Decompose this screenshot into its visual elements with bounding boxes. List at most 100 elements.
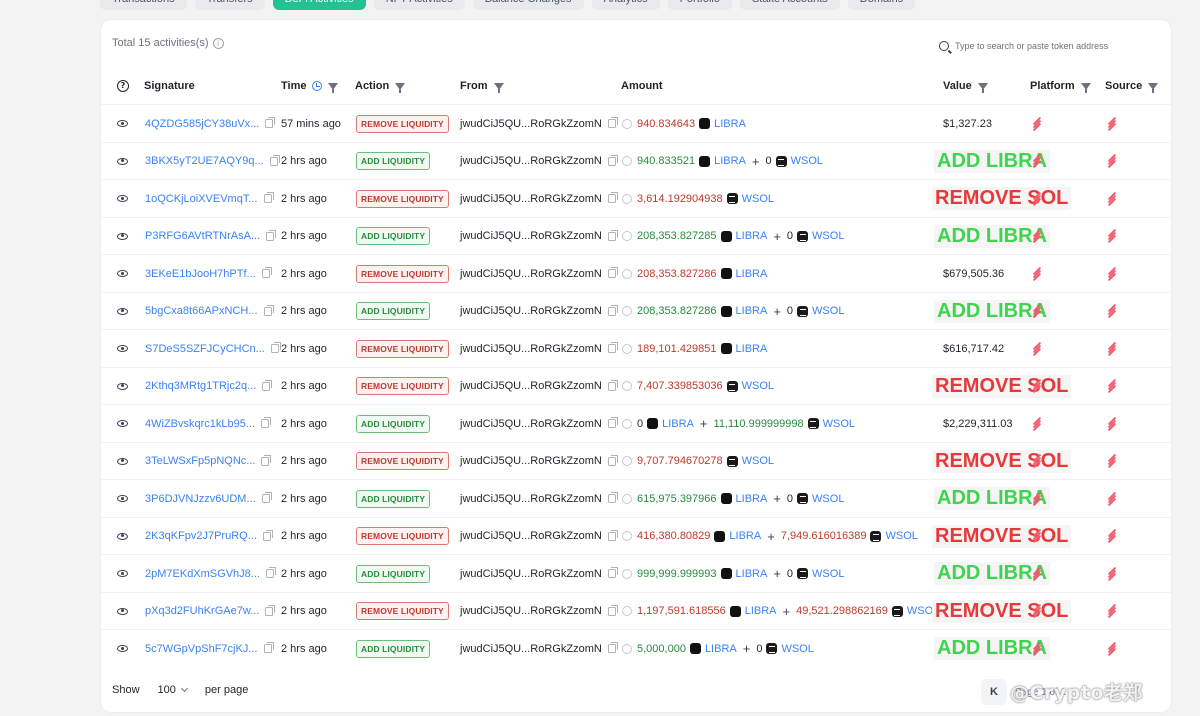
signature-link[interactable]: 4WiZBvskqrc1kLb95... — [145, 417, 256, 430]
column-help[interactable]: ? — [117, 68, 129, 104]
eye-icon[interactable] — [117, 607, 128, 615]
copy-icon[interactable] — [607, 304, 618, 316]
eye-icon[interactable] — [117, 307, 128, 315]
platform-icon[interactable] — [1031, 454, 1043, 469]
token-2-link[interactable]: WSOL — [885, 530, 918, 543]
source-icon[interactable] — [1106, 341, 1118, 356]
copy-icon[interactable] — [607, 567, 618, 579]
tab-nft-activities[interactable]: NFT Activities — [373, 0, 465, 10]
tab-domains[interactable]: Domains — [847, 0, 916, 10]
eye-icon[interactable] — [117, 420, 128, 428]
help-icon[interactable]: ? — [117, 80, 129, 92]
from-address[interactable]: jwudCiJ5QU...RoRGkZzomN — [460, 567, 602, 580]
copy-icon[interactable] — [607, 454, 618, 466]
token-1-link[interactable]: LIBRA — [729, 530, 762, 543]
token-1-link[interactable]: LIBRA — [714, 155, 746, 168]
from-address[interactable]: jwudCiJ5QU...RoRGkZzomN — [460, 380, 602, 393]
token-1-link[interactable]: LIBRA — [735, 492, 768, 505]
from-address[interactable]: jwudCiJ5QU...RoRGkZzomN — [460, 530, 602, 543]
copy-icon[interactable] — [262, 379, 273, 391]
signature-link[interactable]: 5c7WGpVpShF7cjKJ... — [145, 642, 258, 655]
platform-icon[interactable] — [1031, 379, 1043, 394]
token-2-link[interactable]: WSOL — [822, 417, 856, 430]
copy-icon[interactable] — [263, 192, 274, 204]
filter-icon[interactable] — [395, 82, 406, 93]
token-1-link[interactable]: LIBRA — [735, 230, 768, 243]
signature-link[interactable]: 2K3qKFpv2J7PruRQ... — [145, 530, 257, 543]
eye-icon[interactable] — [117, 345, 128, 353]
token-2-link[interactable]: WSOL — [812, 305, 845, 318]
eye-icon[interactable] — [117, 157, 128, 165]
copy-icon[interactable] — [263, 642, 274, 654]
copy-icon[interactable] — [607, 492, 618, 504]
platform-icon[interactable] — [1031, 491, 1043, 506]
platform-icon[interactable] — [1031, 604, 1043, 619]
copy-icon[interactable] — [265, 567, 276, 579]
signature-link[interactable]: 2Kthq3MRtg1TRjc2q... — [145, 380, 257, 393]
token-1-link[interactable]: LIBRA — [662, 417, 694, 430]
eye-icon[interactable] — [117, 195, 128, 203]
tab-analytics[interactable]: Analytics — [591, 0, 660, 10]
token-1-link[interactable]: LIBRA — [735, 267, 768, 280]
tab-defi-activities[interactable]: DeFi Activities — [272, 0, 366, 10]
eye-icon[interactable] — [117, 532, 128, 540]
from-address[interactable]: jwudCiJ5QU...RoRGkZzomN — [460, 455, 602, 468]
platform-icon[interactable] — [1031, 116, 1043, 131]
token-2-link[interactable]: WSOL — [812, 567, 845, 580]
search-input[interactable] — [955, 41, 1135, 51]
from-address[interactable]: jwudCiJ5QU...RoRGkZzomN — [460, 492, 602, 505]
copy-icon[interactable] — [266, 229, 277, 241]
from-address[interactable]: jwudCiJ5QU...RoRGkZzomN — [460, 342, 602, 355]
token-1-link[interactable]: LIBRA — [714, 117, 746, 130]
copy-icon[interactable] — [607, 267, 618, 279]
eye-icon[interactable] — [117, 645, 128, 653]
filter-icon[interactable] — [328, 82, 339, 93]
token-2-link[interactable]: WSOL — [781, 642, 814, 655]
filter-icon[interactable] — [977, 82, 988, 93]
tab-transfers[interactable]: Transfers — [194, 0, 265, 10]
source-icon[interactable] — [1106, 191, 1118, 206]
tab-transactions[interactable]: Transactions — [100, 0, 187, 10]
tab-portfolio[interactable]: Portfolio — [667, 0, 732, 10]
eye-icon[interactable] — [117, 232, 128, 240]
copy-icon[interactable] — [263, 304, 274, 316]
platform-icon[interactable] — [1031, 154, 1043, 169]
signature-link[interactable]: pXq3d2FUhKrGAe7w... — [145, 605, 260, 618]
copy-icon[interactable] — [269, 154, 280, 166]
platform-icon[interactable] — [1031, 266, 1043, 281]
from-address[interactable]: jwudCiJ5QU...RoRGkZzomN — [460, 305, 602, 318]
from-address[interactable]: jwudCiJ5QU...RoRGkZzomN — [460, 155, 602, 168]
first-page-button[interactable]: K — [981, 679, 1007, 705]
from-address[interactable]: jwudCiJ5QU...RoRGkZzomN — [460, 642, 602, 655]
signature-link[interactable]: 5bgCxa8t66APxNCH... — [145, 305, 258, 318]
copy-icon[interactable] — [261, 492, 272, 504]
copy-icon[interactable] — [607, 342, 618, 354]
platform-icon[interactable] — [1031, 341, 1043, 356]
source-icon[interactable] — [1106, 416, 1118, 431]
source-icon[interactable] — [1106, 304, 1118, 319]
copy-icon[interactable] — [607, 529, 618, 541]
signature-link[interactable]: 3BKX5yT2UE7AQY9q... — [145, 155, 264, 168]
from-address[interactable]: jwudCiJ5QU...RoRGkZzomN — [460, 117, 602, 130]
copy-icon[interactable] — [270, 342, 281, 354]
platform-icon[interactable] — [1031, 416, 1043, 431]
from-address[interactable]: jwudCiJ5QU...RoRGkZzomN — [460, 267, 602, 280]
eye-icon[interactable] — [117, 120, 128, 128]
source-icon[interactable] — [1106, 641, 1118, 656]
source-icon[interactable] — [1106, 116, 1118, 131]
info-icon[interactable]: i — [212, 37, 224, 49]
signature-link[interactable]: 2pM7EKdXmSGVhJ8... — [145, 567, 260, 580]
tab-stake-accounts[interactable]: Stake Accounts — [739, 0, 840, 10]
eye-icon[interactable] — [117, 457, 128, 465]
token-1-link[interactable]: WSOL — [741, 380, 775, 393]
platform-icon[interactable] — [1031, 566, 1043, 581]
signature-link[interactable]: 4QZDG585jCY38uVx... — [145, 117, 260, 130]
copy-icon[interactable] — [607, 154, 618, 166]
signature-link[interactable]: 3EKeE1bJooH7hPTf... — [145, 267, 256, 280]
from-address[interactable]: jwudCiJ5QU...RoRGkZzomN — [460, 230, 602, 243]
filter-icon[interactable] — [1148, 82, 1159, 93]
source-icon[interactable] — [1106, 154, 1118, 169]
token-2-link[interactable]: WSOL — [906, 605, 940, 618]
source-icon[interactable] — [1106, 566, 1118, 581]
eye-icon[interactable] — [117, 495, 128, 503]
